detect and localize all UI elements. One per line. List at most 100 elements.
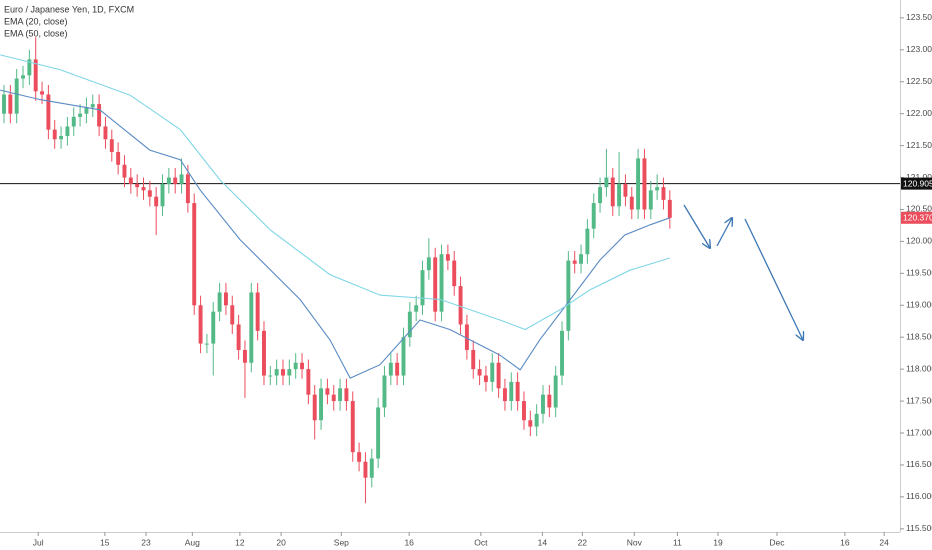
candle-body	[629, 196, 634, 210]
candle-body	[217, 292, 222, 312]
candle-body	[553, 375, 558, 408]
candle-body	[344, 388, 349, 402]
candle-body	[522, 401, 526, 421]
x-tick-label: Nov	[627, 537, 643, 547]
candle-body	[623, 183, 628, 197]
last-price-box	[901, 211, 932, 224]
candle-body	[198, 305, 203, 344]
candle-body	[179, 174, 184, 184]
candle-body	[357, 452, 362, 462]
projection-arrow	[683, 204, 710, 248]
candle-body	[78, 113, 83, 117]
x-tick-label: 16	[840, 537, 850, 547]
candle-body	[560, 330, 564, 376]
y-tick-label: 123.500	[906, 12, 932, 22]
legend-entry: EMA (50, close)	[4, 28, 68, 38]
x-tick-label: 15	[100, 537, 110, 547]
candle-body	[122, 164, 127, 178]
candle-body	[14, 78, 19, 114]
candle-body	[369, 458, 374, 478]
candle-body	[648, 190, 653, 210]
x-tick-label: Dec	[769, 537, 785, 547]
y-tick-label: 122.500	[906, 76, 932, 86]
level-box	[901, 177, 932, 190]
ema-line	[0, 54, 670, 331]
candle-body	[471, 349, 476, 370]
y-tick-label: 121.500	[906, 140, 932, 150]
x-tick-label: 23	[141, 537, 151, 547]
candle-body	[350, 401, 355, 453]
candle-body	[388, 362, 393, 376]
candle-body	[103, 126, 108, 140]
candle-body	[458, 286, 463, 325]
candle-body	[21, 75, 25, 79]
y-tick-label: 118.000	[906, 363, 932, 373]
candle-body	[27, 59, 32, 76]
candle-body	[414, 305, 419, 312]
candle-body	[464, 324, 469, 350]
x-tick-label: 22	[578, 537, 588, 547]
x-tick-label: 20	[276, 537, 286, 547]
candle-body	[84, 107, 89, 114]
candle-body	[642, 158, 647, 210]
candle-body	[8, 94, 13, 114]
candle-body	[90, 104, 95, 108]
y-tick-label: 119.500	[906, 268, 932, 278]
x-tick-label: 12	[235, 537, 245, 547]
candle-body	[312, 394, 317, 421]
candle-body	[610, 177, 615, 207]
candle-body	[407, 311, 412, 338]
chart-title: Euro / Japanese Yen, 1D, FXCM	[4, 4, 134, 14]
y-tick-label: 121.000	[906, 172, 932, 182]
x-tick-label: Oct	[474, 537, 488, 547]
candle-body	[401, 337, 406, 376]
x-tick-label: Aug	[185, 537, 200, 547]
y-tick-label: 116.000	[906, 491, 932, 501]
candle-body	[173, 177, 178, 184]
candle-body	[420, 270, 425, 306]
candle-body	[382, 375, 387, 408]
candle-body	[192, 203, 197, 306]
candle-body	[281, 369, 285, 376]
y-tick-label: 117.000	[906, 427, 932, 437]
candle-body	[661, 187, 666, 200]
candle-body	[128, 177, 133, 184]
candle-body	[135, 183, 140, 188]
candle-body	[249, 292, 254, 363]
projection-arrow	[744, 218, 803, 340]
y-tick-label: 118.500	[906, 331, 932, 341]
candle-body	[572, 260, 577, 264]
candle-body	[116, 152, 121, 165]
candle-body	[59, 136, 64, 140]
candle-body	[426, 257, 431, 271]
x-tick-label: 24	[879, 537, 889, 547]
y-tick-label: 122.000	[906, 108, 932, 118]
candle-body	[395, 362, 400, 376]
x-tick-label: Jul	[33, 537, 44, 547]
x-tick-label: 19	[713, 537, 723, 547]
ema-line	[0, 89, 670, 379]
candle-body	[439, 254, 444, 312]
y-tick-label: 116.500	[906, 459, 932, 469]
candle-body	[40, 91, 45, 95]
last-price-label: 120.370	[903, 213, 932, 223]
candle-body	[293, 362, 298, 370]
candle-body	[109, 139, 114, 152]
candle-body	[566, 260, 571, 331]
candle-body	[452, 260, 457, 287]
candle-body	[147, 190, 152, 197]
candle-body	[204, 343, 209, 345]
candle-body	[541, 394, 545, 414]
candle-body	[636, 158, 641, 210]
y-tick-label: 115.500	[906, 523, 932, 533]
y-tick-label: 120.000	[906, 236, 932, 246]
candle-body	[306, 369, 311, 395]
candle-body	[483, 375, 488, 382]
candle-body	[528, 420, 533, 427]
x-tick-label: 11	[673, 537, 682, 547]
candle-body	[287, 369, 292, 376]
candle-body	[445, 254, 450, 261]
candle-body	[319, 388, 324, 421]
candle-body	[71, 116, 76, 127]
